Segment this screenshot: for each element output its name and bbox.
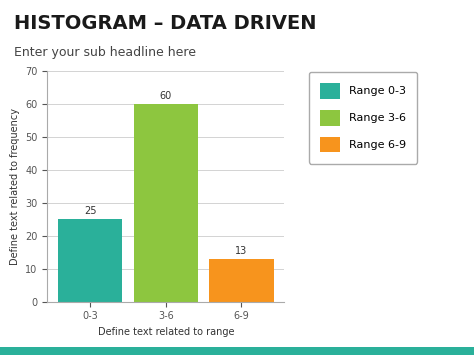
Y-axis label: Define text related to frequency: Define text related to frequency	[10, 108, 20, 265]
Bar	[210, 259, 273, 302]
Text: 60: 60	[160, 91, 172, 101]
Bar	[134, 104, 198, 302]
Legend: Range 0-3, Range 3-6, Range 6-9: Range 0-3, Range 3-6, Range 6-9	[309, 72, 417, 164]
Text: 13: 13	[236, 246, 247, 256]
Text: HISTOGRAM – DATA DRIVEN: HISTOGRAM – DATA DRIVEN	[14, 14, 317, 33]
X-axis label: Define text related to range: Define text related to range	[98, 327, 234, 337]
Text: Enter your sub headline here: Enter your sub headline here	[14, 46, 196, 59]
Bar	[58, 219, 122, 302]
Text: 25: 25	[84, 206, 97, 216]
